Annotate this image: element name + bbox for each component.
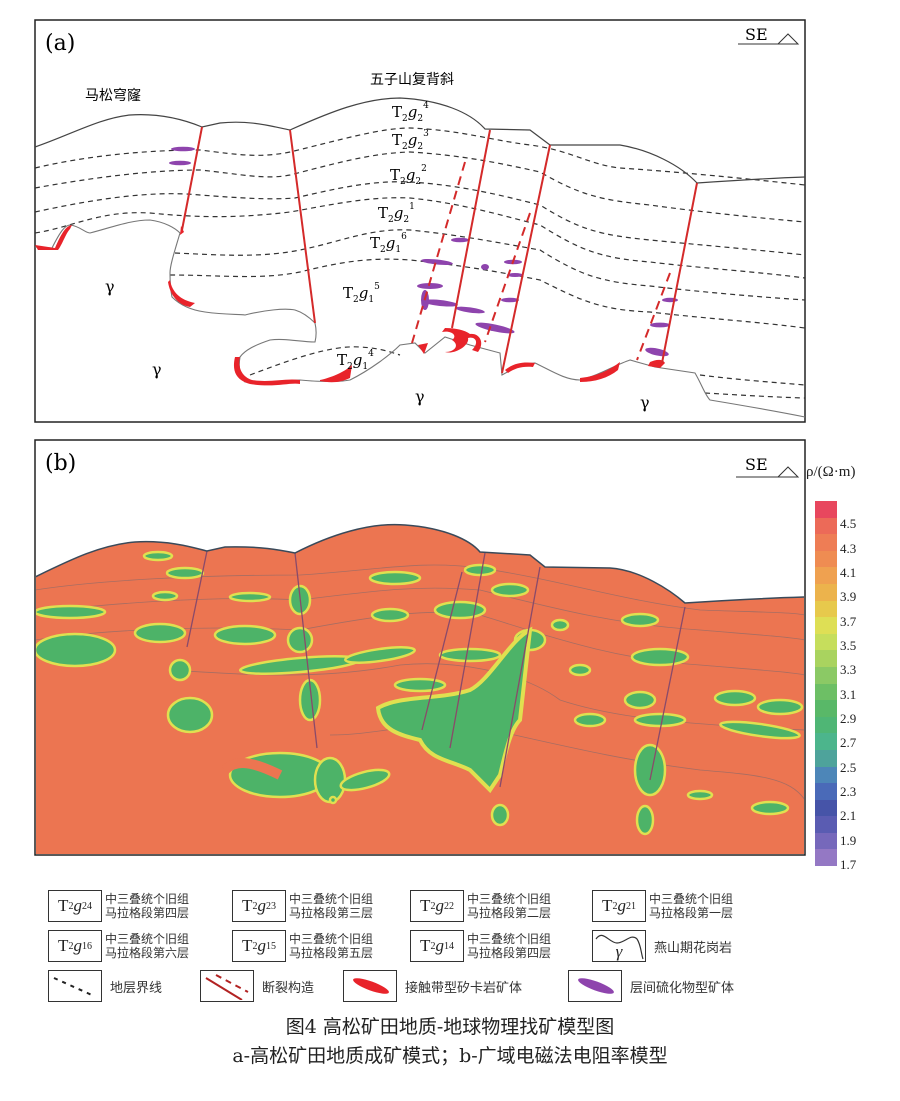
stratum-label: T2g15 <box>343 282 380 305</box>
colorbar-tick-label: 2.5 <box>840 759 857 775</box>
panel-a-geologic-model: (a) SE 马松穹窿 五子山复背斜 <box>34 19 806 423</box>
figure-caption-subtitle: a-高松矿田地质成矿模式；b-广域电磁法电阻率模型 <box>232 1045 668 1067</box>
svg-text:γ: γ <box>152 360 162 379</box>
colorbar-swatch <box>815 700 837 717</box>
legend-item-skarn-orebody: 接触带型矽卡岩矿体 <box>343 968 522 1004</box>
stratum-label: T2g16 <box>370 232 407 255</box>
panel-a-frame <box>34 19 806 423</box>
stratum-label: T2g14 <box>337 349 374 372</box>
colorbar-swatch <box>815 633 837 651</box>
granite-symbol-icon: γ <box>592 930 646 962</box>
legend-item-fault: 断裂构造 <box>200 968 314 1004</box>
legend-item-stratum-boundary: 地层界线 <box>48 968 162 1004</box>
colorbar-swatch <box>815 534 837 551</box>
colorbar-tick-label: 1.9 <box>840 832 857 848</box>
place-label-masong-dome: 马松穹窿 <box>85 88 141 104</box>
granite-contact <box>34 219 806 418</box>
skarn-orebodies <box>35 225 665 386</box>
topographic-surface <box>34 97 806 184</box>
strata-labels: T2g24 T2g23 T2g22 T2g21 T2g16 T2g15 T2g1… <box>337 101 429 372</box>
faults <box>181 126 698 374</box>
colorbar-title: ρ/(Ω·m) <box>806 464 856 480</box>
colorbar-swatch <box>815 550 837 568</box>
stratum-label: T2g21 <box>378 202 415 225</box>
colorbar-tick-label: 1.7 <box>840 857 857 872</box>
colorbar-swatch <box>815 617 837 634</box>
colorbar-tick-label: 3.3 <box>840 662 857 678</box>
colorbar-tick-label: 3.5 <box>840 638 857 653</box>
north-arrow-se-b: SE <box>736 455 800 478</box>
stratum-label: T2g23 <box>392 129 429 152</box>
colorbar-tick-label: 2.3 <box>840 784 857 799</box>
colorbar-swatch <box>815 600 837 618</box>
svg-text:SE: SE <box>745 455 768 474</box>
colorbar-tick-label: 2.1 <box>840 808 857 824</box>
colorbar-swatch <box>815 567 837 584</box>
topographic-surface-b <box>36 523 804 604</box>
colorbar <box>815 501 837 867</box>
svg-text:SE: SE <box>745 25 768 44</box>
figure-caption-title: 图4 高松矿田地质-地球物理找矿模型图 <box>285 1016 615 1038</box>
north-arrow-se: SE <box>738 25 800 45</box>
svg-text:γ: γ <box>640 393 650 412</box>
svg-text:γ: γ <box>415 387 425 406</box>
svg-text:γ: γ <box>105 277 115 296</box>
colorbar-tick-label: 4.5 <box>840 516 857 532</box>
colorbar-swatch <box>815 583 837 601</box>
colorbar-tick-label: 2.7 <box>840 735 857 751</box>
dashed-line-icon <box>48 970 102 1002</box>
panel-a-label: (a) <box>45 31 75 56</box>
colorbar-swatch <box>815 816 837 833</box>
colorbar-tick-label: 3.7 <box>840 613 857 629</box>
panel-b-resistivity-model: (b) SE <box>34 439 806 856</box>
colorbar-swatch <box>815 501 837 518</box>
colorbar-swatch <box>815 766 837 784</box>
stratum-label: T2g24 <box>392 101 429 124</box>
colorbar-tick-label: 4.1 <box>840 565 857 580</box>
legend-item-granite: γ 燕山期花岗岩 <box>592 928 732 964</box>
place-label-wuzishan-anticline: 五子山复背斜 <box>370 71 454 88</box>
colorbar-swatch <box>815 799 837 817</box>
colorbar-tick-label: 3.1 <box>840 686 857 702</box>
colorbar-tick-label: 4.3 <box>840 540 857 556</box>
colorbar-swatch <box>815 849 837 867</box>
fault-traces <box>186 550 686 788</box>
colorbar-swatch <box>815 783 837 800</box>
colorbar-swatch <box>815 650 837 667</box>
red-lens-icon <box>343 970 397 1002</box>
colorbar-swatch <box>815 683 837 701</box>
panel-b-label: (b) <box>45 451 76 476</box>
legend-item-sulfide-orebody: 层间硫化物型矿体 <box>568 968 734 1004</box>
colorbar-tick-label: 2.9 <box>840 711 857 726</box>
purple-lens-icon <box>568 970 622 1002</box>
colorbar-tick-label: 3.9 <box>840 589 857 605</box>
fault-line-icon <box>200 970 254 1002</box>
stratum-label: T2g22 <box>390 164 427 187</box>
colorbar-swatch <box>815 517 837 535</box>
colorbar-swatch <box>815 749 837 767</box>
colorbar-swatch <box>815 733 837 750</box>
granite-labels: γ γ γ γ <box>105 277 650 412</box>
colorbar-swatch <box>815 666 837 684</box>
colorbar-swatch <box>815 716 837 734</box>
colorbar-swatch <box>815 832 837 850</box>
